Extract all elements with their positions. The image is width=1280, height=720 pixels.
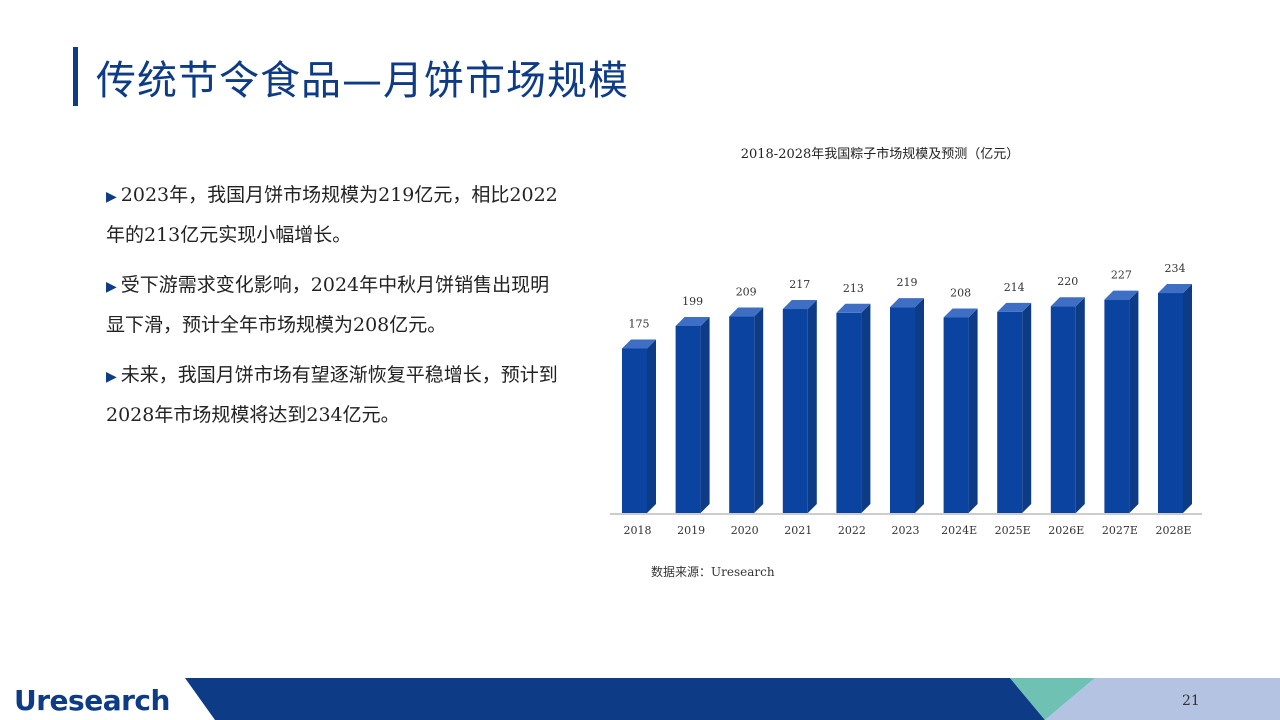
x-tick-label: 2022 [838,524,866,537]
footer-decoration [185,678,1280,720]
bar-front [890,307,915,513]
footer-band [0,678,1280,720]
bullet-text: 2023年，我国月饼市场规模为219亿元，相比2022年的213亿元实现小幅增长… [106,184,558,246]
bar-top [836,303,871,313]
x-tick-label: 2019 [677,524,705,537]
bullet-item: ▶ 2023年，我国月饼市场规模为219亿元，相比2022年的213亿元实现小幅增… [106,176,566,254]
data-label: 214 [1004,281,1025,294]
bar-top [890,298,924,308]
triangle-bullet-icon: ▶ [106,279,117,295]
bullet-item: ▶ 受下游需求变化影响，2024年中秋月饼销售出现明显下滑，预计全年市场规模为20… [106,266,566,344]
bar-top [675,316,710,326]
data-label: 217 [789,278,810,291]
bar-side [861,303,871,513]
bar-front [782,309,808,513]
x-tick-label: 2020 [731,524,759,537]
bar [997,302,1032,513]
bar-front [1050,306,1076,513]
data-label: 220 [1057,275,1078,288]
uresearch-logo: Uresearch [14,684,170,717]
logo-text: research [36,684,170,717]
x-tick-label: 2025E [995,524,1031,537]
bar-top [729,307,764,317]
bar-chart: 175 2018 199 2019 209 2020 217 2021 213 2022 219 20… [610,262,1202,537]
data-label: 208 [950,286,971,299]
bar-front [1104,299,1130,513]
bar-side [1129,290,1139,513]
page-number: 21 [1182,693,1200,709]
data-label: 234 [1165,262,1186,275]
bar [1050,297,1085,513]
logo-u: U [14,684,37,717]
data-label: 199 [682,295,703,308]
chart-title: 2018-2028年我国粽子市场规模及预测（亿元） [740,147,1020,162]
triangle-bullet-icon: ▶ [106,189,117,205]
bar [1158,284,1192,513]
bullet-list: ▶ 2023年，我国月饼市场规模为219亿元，相比2022年的213亿元实现小幅增… [106,176,566,446]
page-title: 传统节令食品—月饼市场规模 [96,58,629,104]
bar-top [1158,284,1192,294]
bar [1104,290,1139,513]
footer-light-band [1045,678,1280,720]
x-tick-label: 2024E [941,524,977,537]
bar-top [622,339,656,349]
bar-top [943,308,978,318]
bar [729,307,764,513]
bar-side [700,316,710,513]
bar-side [754,307,764,513]
bullet-item: ▶ 未来，我国月饼市场有望逐渐恢复平稳增长，预计到2028年市场规模将达到234亿… [106,356,566,434]
bar-front [836,312,862,513]
bar-front [1158,293,1183,513]
bar-top [1104,290,1139,300]
bar-side [968,308,978,513]
x-tick-label: 2018 [624,524,652,537]
bullet-text: 受下游需求变化影响，2024年中秋月饼销售出现明显下滑，预计全年市场规模为208… [106,274,550,336]
bar-front [729,316,755,513]
title-accent-bar [73,50,78,106]
triangle-bullet-icon: ▶ [106,369,117,385]
bar-side [1075,297,1085,513]
x-tick-label: 2026E [1048,524,1084,537]
bar [943,308,978,513]
bar-front [997,311,1023,513]
bar [782,300,817,513]
bar [675,316,710,513]
bar-front [675,325,701,513]
footer-teal-triangle [1010,678,1095,720]
data-label: 219 [897,276,918,289]
bar [836,303,871,513]
x-tick-label: 2027E [1102,524,1138,537]
data-source: 数据来源：Uresearch [651,565,775,579]
bar-top [1050,297,1085,307]
bar [890,298,924,513]
data-label: 213 [843,282,864,295]
bar-side [1183,284,1192,513]
bullet-text: 未来，我国月饼市场有望逐渐恢复平稳增长，预计到2028年市场规模将达到234亿元… [106,364,558,426]
x-tick-label: 2021 [784,524,812,537]
data-label: 209 [736,286,757,299]
footer-dark-band [185,678,1045,720]
data-label: 175 [629,318,650,331]
bar-front [622,348,647,513]
bar [622,339,656,513]
bar-side [647,339,656,513]
bar-front [943,317,969,513]
bar-top [997,302,1032,312]
data-label: 227 [1111,269,1132,282]
x-tick-label: 2028E [1155,524,1191,537]
bar-top [782,300,817,310]
bar-side [807,300,817,513]
bar-side [1022,302,1032,513]
x-tick-label: 2023 [892,524,920,537]
bar-side [915,298,924,513]
